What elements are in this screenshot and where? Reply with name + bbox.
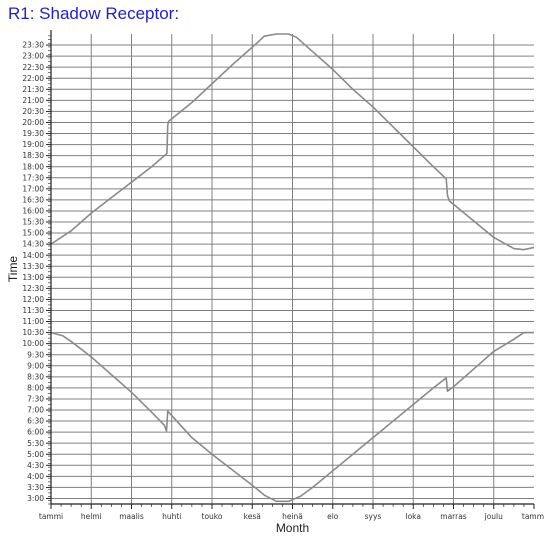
x-tick-label: heinä	[282, 512, 303, 521]
y-tick-label: 11:30	[22, 306, 44, 315]
x-axis-title: Month	[276, 521, 309, 535]
y-tick-label: 13:00	[22, 273, 44, 282]
y-tick-label: 14:30	[22, 240, 44, 249]
y-tick-label: 12:30	[22, 284, 44, 293]
y-tick-label: 15:00	[22, 229, 44, 238]
x-tick-label: marras	[440, 512, 467, 521]
x-tick-label: kesä	[244, 512, 261, 521]
y-axis-title: Time	[6, 256, 20, 283]
y-tick-label: 19:30	[22, 129, 44, 138]
x-tick-label: syys	[365, 512, 382, 521]
y-tick-label: 22:00	[22, 74, 44, 83]
y-tick-label: 7:30	[27, 395, 44, 404]
y-tick-label: 20:00	[22, 118, 44, 127]
y-tick-label: 18:00	[22, 162, 44, 171]
horizontal-gridlines	[51, 44, 534, 499]
y-tick-label: 3:30	[27, 483, 44, 492]
chart-title: R1: Shadow Receptor:	[8, 4, 180, 23]
y-tick-label: 6:00	[27, 428, 44, 437]
y-tick-label: 4:30	[27, 461, 44, 470]
y-tick-label: 4:00	[27, 472, 44, 481]
x-tick-label: maalis	[119, 512, 144, 521]
x-tick-label: tammi	[39, 512, 63, 521]
y-tick-label: 21:00	[22, 96, 44, 105]
y-tick-label: 13:30	[22, 262, 44, 271]
y-tick-label: 17:00	[22, 184, 44, 193]
y-tick-label: 17:30	[22, 173, 44, 182]
x-tick-label: joulu	[484, 512, 504, 521]
y-tick-label: 9:00	[27, 361, 44, 370]
y-tick-label: 21:30	[22, 85, 44, 94]
y-tick-label: 20:30	[22, 107, 44, 116]
y-tick-label: 12:00	[22, 295, 44, 304]
y-tick-label: 16:00	[22, 207, 44, 216]
y-tick-label: 10:30	[22, 328, 44, 337]
x-tick-label: huhti	[162, 512, 181, 521]
y-tick-label: 10:00	[22, 339, 44, 348]
x-tick-label: elo	[327, 512, 339, 521]
y-tick-label: 23:30	[22, 41, 44, 50]
y-tick-label: 7:00	[27, 406, 44, 415]
x-tick-labels: tammi helmi maalis huhti touko kesä heinä elo sy…	[39, 512, 544, 521]
series-layer	[50, 33, 535, 503]
y-tick-label: 14:00	[22, 251, 44, 260]
y-tick-labels: 3:00 3:30 4:00 4:30 5:00 5:30 6:00 6:30 7:00 7:30…	[22, 41, 44, 503]
y-tick-label: 9:30	[27, 350, 44, 359]
y-tick-label: 5:00	[27, 450, 44, 459]
y-tick-label: 6:30	[27, 417, 44, 426]
y-tick-label: 23:00	[22, 52, 44, 61]
y-tick-label: 5:30	[27, 439, 44, 448]
y-tick-label: 18:30	[22, 151, 44, 160]
x-tick-label: helmi	[81, 512, 102, 521]
y-tick-label: 8:00	[27, 383, 44, 392]
x-tick-label: touko	[202, 512, 223, 521]
y-tick-label: 8:30	[27, 372, 44, 381]
y-tick-label: 3:00	[27, 494, 44, 503]
y-tick-label: 11:00	[22, 317, 44, 326]
y-tick-label: 15:30	[22, 218, 44, 227]
y-tick-label: 16:30	[22, 195, 44, 204]
series-line-upper	[50, 33, 535, 251]
series-line-lower	[50, 331, 534, 503]
minor-ticks	[46, 35, 535, 509]
y-tick-label: 22:30	[22, 63, 44, 72]
y-tick-label: 19:00	[22, 140, 44, 149]
x-tick-label: loka	[406, 512, 421, 521]
vertical-gridlines	[90, 34, 495, 504]
x-tick-label: tammi	[522, 512, 544, 521]
